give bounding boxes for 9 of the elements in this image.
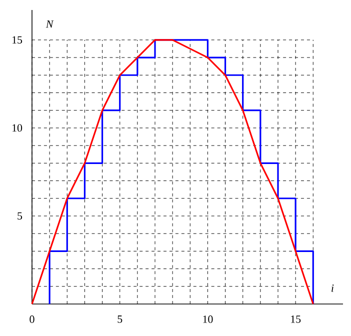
y-tick-label: 5: [18, 212, 22, 220]
x-tick-label: 15: [291, 316, 301, 323]
x-tick-label: 10: [203, 316, 213, 323]
x-axis-title: i: [332, 284, 334, 292]
x-tick-label: 5: [118, 316, 122, 323]
y-tick-label: 15: [12, 36, 22, 44]
y-axis-title: N: [46, 20, 54, 28]
y-tick-label: 10: [12, 124, 22, 132]
x-tick-label: 0: [30, 316, 34, 323]
